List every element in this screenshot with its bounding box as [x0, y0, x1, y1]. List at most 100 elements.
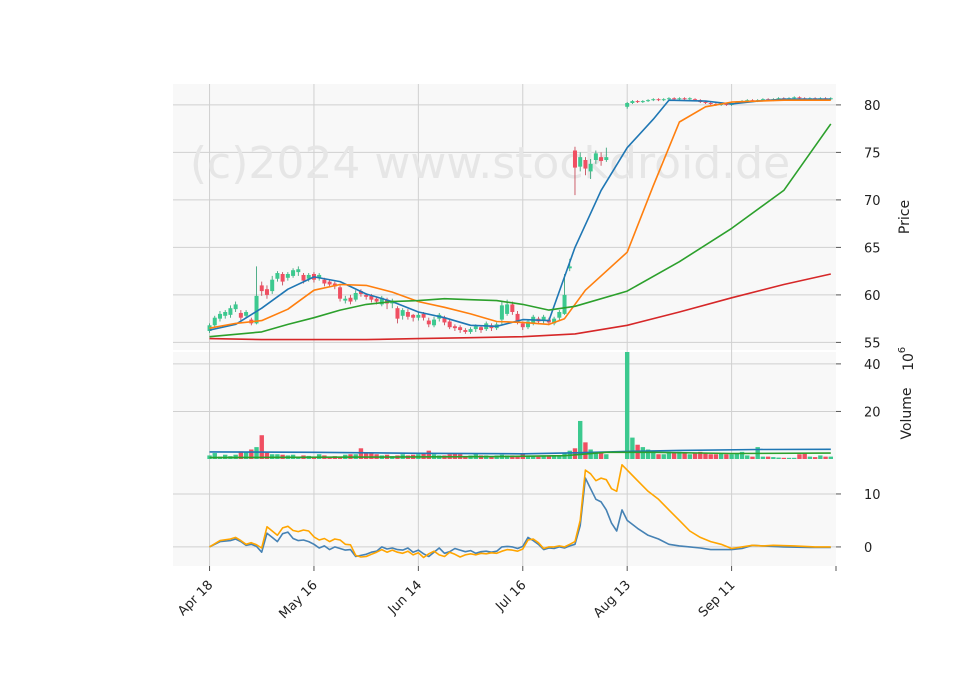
- candle-body: [421, 313, 426, 318]
- volume-bar: [656, 454, 661, 459]
- y-axis-exponent: 10: [901, 353, 917, 371]
- candle-body: [635, 101, 640, 103]
- volume-bar: [713, 454, 719, 459]
- candle-body: [687, 98, 692, 100]
- candle-body: [416, 314, 421, 318]
- volume-bar: [776, 457, 781, 459]
- series-line: [209, 98, 831, 331]
- y-tick-label: 75: [864, 146, 881, 161]
- candle-body: [358, 291, 363, 294]
- volume-bar: [729, 454, 734, 459]
- volume-bar: [666, 451, 672, 459]
- y-axis-label: Price: [897, 200, 913, 234]
- candle-body: [703, 102, 708, 104]
- candle-body: [708, 103, 713, 104]
- candle-body: [338, 287, 343, 299]
- candle-body: [604, 157, 609, 160]
- candle-body: [677, 98, 682, 100]
- candle-body: [520, 323, 525, 328]
- volume-bar: [577, 420, 583, 459]
- candle-body: [682, 98, 687, 100]
- volume-bar: [724, 454, 729, 459]
- y-tick-label: 65: [864, 241, 881, 256]
- volume-bar: [531, 456, 536, 459]
- y-axis-exponent-power: 6: [897, 347, 908, 353]
- candle-body: [322, 279, 327, 284]
- candle-body: [254, 295, 259, 324]
- candle-body: [578, 157, 583, 167]
- volume-bar: [786, 457, 792, 459]
- candle-body: [724, 103, 729, 105]
- volume-bar: [708, 454, 713, 459]
- candle-body: [599, 157, 604, 161]
- volume-bar: [212, 453, 217, 459]
- candle-body: [369, 295, 374, 300]
- y-tick-label: 70: [864, 194, 881, 209]
- volume-bar: [243, 451, 249, 459]
- y-tick-label: 40: [864, 358, 881, 373]
- volume-bar: [254, 447, 259, 459]
- volume-bar: [828, 456, 833, 459]
- candle-body: [353, 293, 358, 300]
- volume-bar: [745, 455, 750, 459]
- volume-bar: [598, 453, 604, 459]
- volume-bar: [692, 453, 698, 459]
- volume-bar: [718, 453, 724, 459]
- y-tick-label: 0: [864, 541, 872, 556]
- candle-body: [510, 304, 515, 312]
- candle-body: [442, 317, 447, 323]
- series-line: [209, 99, 831, 329]
- candle-body: [348, 297, 353, 302]
- candle-body: [317, 274, 322, 278]
- volume-bar: [421, 453, 426, 459]
- candle-body: [432, 319, 437, 326]
- candle-body: [374, 298, 379, 302]
- candle-body: [473, 326, 478, 330]
- candle-body: [270, 279, 275, 292]
- volume-bar: [551, 455, 557, 459]
- volume-bar: [750, 456, 755, 459]
- candle-body: [306, 274, 311, 279]
- series-line: [209, 123, 832, 338]
- volume-bar: [703, 453, 708, 459]
- volume-bar: [249, 449, 254, 459]
- candle-body: [693, 99, 698, 101]
- volume-bar: [802, 453, 807, 459]
- volume-bar: [536, 456, 541, 459]
- volume-bar: [259, 435, 264, 459]
- y-tick-label: 80: [864, 99, 881, 114]
- candle-body: [405, 312, 410, 317]
- candle-body: [630, 101, 635, 103]
- x-tick-label: Aug 13: [591, 578, 634, 621]
- volume-bar: [572, 448, 578, 459]
- candle-body: [379, 297, 384, 305]
- volume-bar: [765, 456, 771, 459]
- candle-body: [233, 304, 238, 310]
- panel-backgrounds: [173, 84, 836, 566]
- candle-body: [479, 327, 484, 331]
- volume-bar: [426, 450, 432, 459]
- volume-bar: [760, 456, 766, 459]
- volume-bar: [363, 453, 369, 459]
- x-tick-label: Jul 16: [493, 578, 530, 615]
- volume-bar: [238, 451, 244, 459]
- volume-bar: [687, 454, 693, 459]
- candle-body: [646, 100, 651, 102]
- panel-background-price: [173, 84, 836, 350]
- volume-bar: [792, 457, 797, 459]
- candle-body: [238, 312, 243, 318]
- candle-body: [426, 320, 431, 325]
- volume-bar: [771, 457, 776, 459]
- candle-body: [301, 274, 306, 281]
- candle-body: [343, 298, 348, 301]
- volume-bar: [823, 456, 828, 459]
- candle-body: [327, 281, 332, 285]
- volume-bar: [358, 448, 364, 459]
- volume-bar: [546, 456, 552, 459]
- candle-body: [552, 318, 557, 324]
- volume-bar: [734, 453, 740, 459]
- volume-bar: [682, 453, 687, 459]
- y-axis-label: Volume: [899, 387, 915, 439]
- volume-bar: [739, 451, 745, 459]
- volume-bar: [604, 454, 609, 459]
